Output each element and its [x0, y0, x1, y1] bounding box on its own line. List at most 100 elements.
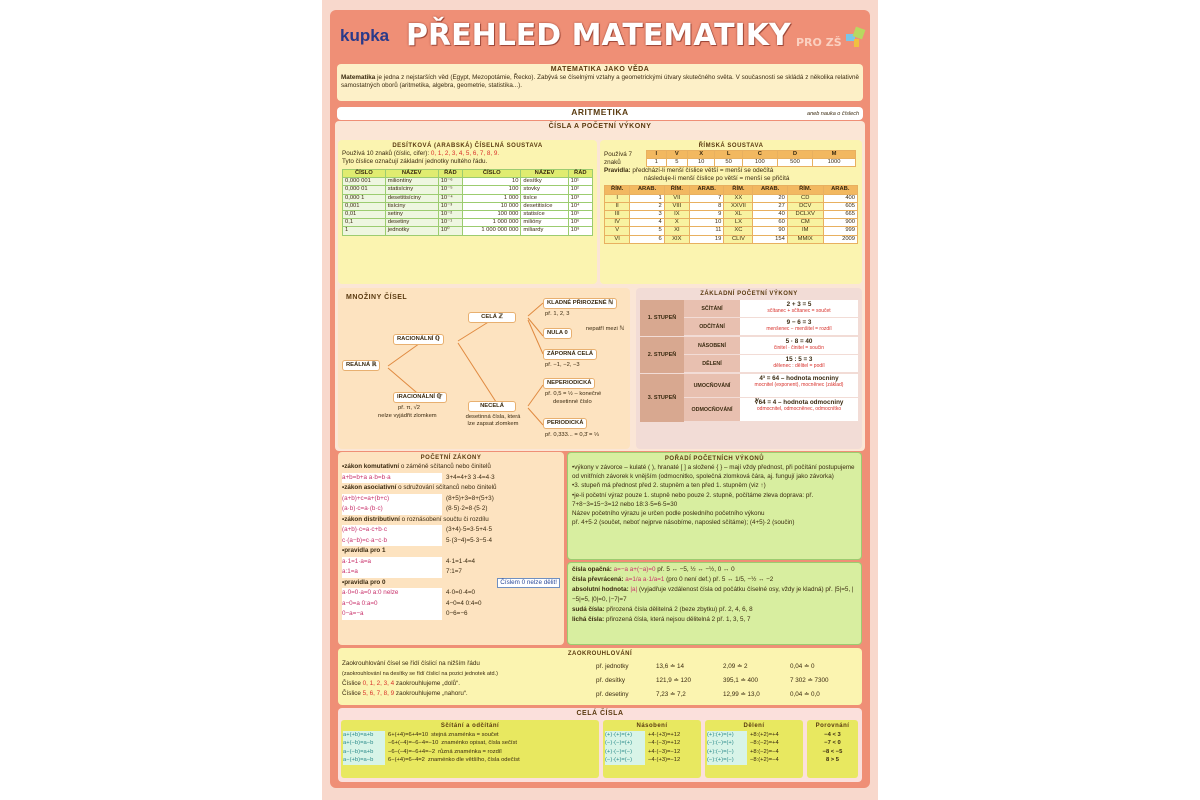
compare-example: −8 < −5	[822, 748, 843, 755]
table-cell: 19	[689, 234, 725, 244]
table-cell: 90	[752, 226, 788, 236]
law-text: 7:1=7	[446, 568, 462, 575]
table-cell: 20	[752, 193, 788, 203]
table-header: ŘÍM.	[723, 185, 754, 195]
roman-value: 100	[741, 158, 778, 168]
law-formula: (a+b)·c=a·c+b·c	[342, 525, 442, 536]
law-line: (a+b)+c=a+(b+c) (8+5)+3=8+(5+3)	[342, 493, 560, 504]
law-text: 3+4=4+3 3·4=4·3	[446, 473, 495, 481]
ops-example-cell: 15 : 5 = 3 dělenec : dělitel = podíl	[740, 355, 858, 372]
integer-example: −4·(−3)=+12	[648, 740, 681, 746]
rounding-example: 7,23 ≐ 7,2	[656, 691, 686, 698]
ops-row: DĚLENÍ 15 : 5 = 3 dělenec : dělitel = podí…	[684, 355, 858, 372]
rounding-example: 7 302 ≐ 7300	[790, 677, 829, 684]
table-cell: miliardy	[520, 226, 569, 236]
law-text: o roznásobení součtu či rozdílu	[399, 515, 489, 523]
ops-example: 4³ = 64 – hodnota mocniny	[759, 375, 839, 382]
table-cell: XIX	[663, 234, 691, 244]
ops-name: UMOCŇOVÁNÍ	[684, 374, 740, 397]
ops-example-cell: 4³ = 64 – hodnota mocniny mocnitel (expon…	[740, 374, 858, 397]
rounding-example: 13,6 ≐ 14	[656, 663, 685, 670]
table-cell: desetitisíciny	[384, 193, 439, 203]
integer-rule-row: (+)·(+)=(+) +4·(+3)=+12	[605, 730, 699, 739]
number-term: lichá čísla:	[572, 616, 605, 623]
order-item: •výkony v závorce – kulaté ( ), hranaté …	[572, 464, 855, 481]
table-cell: milióny	[520, 218, 569, 228]
set-irr-example: př. π, √2	[398, 405, 421, 411]
table-cell: X	[663, 218, 691, 228]
table-cell: 0,01	[342, 210, 386, 220]
intro-text: je jedna z nejstarších věd (Egypt, Mezop…	[341, 74, 859, 89]
number-formula: |a|	[628, 586, 638, 593]
set-nonper-example: př. 0,5 = ½ – konečné	[545, 391, 602, 397]
ops-row: ODMOCŇOVÁNÍ ∛64 = 4 – hodnota odmocniny od…	[684, 398, 858, 421]
order-item: •je-li početní výraz pouze 1. stupně neb…	[572, 491, 814, 508]
table-cell: MMIX	[786, 234, 824, 244]
table-cell: 10 000	[462, 201, 522, 212]
aritmetika-bar: ARITMETIKA aneb nauka o číslech	[337, 107, 863, 120]
math-poster: kupka PŘEHLED MATEMATIKY PRO ZŠ MATEMATI…	[322, 0, 878, 800]
table-cell: VI	[603, 234, 631, 244]
roman-value: 5	[665, 158, 688, 168]
integer-example: 6+(+4)=6+4=10	[388, 731, 429, 738]
rounding-label: př. desetiny	[596, 691, 629, 698]
table-header: ARAB.	[752, 185, 788, 195]
table-cell: IV	[603, 218, 631, 228]
table-cell: 4	[629, 218, 665, 228]
law-line: 0−a=−a 0−6=−6	[342, 609, 560, 620]
table-cell: 8	[689, 201, 725, 212]
law-text: (8·5)·2=8·(5·2)	[446, 505, 488, 512]
integer-rule: (+):(+)=(+)	[707, 730, 747, 739]
roman-symbol: C	[741, 149, 778, 160]
number-item: lichá čísla: přirozená čísla, která nejs…	[572, 615, 857, 625]
table-cell: 999	[822, 226, 859, 236]
integer-rule: (−)·(−)=(+)	[605, 739, 645, 748]
add-title: Sčítání a odčítání	[440, 723, 500, 729]
table-cell: 10⁻²	[437, 210, 464, 220]
ops-group: 3. STUPEŇ UMOCŇOVÁNÍ 4³ = 64 – hodnota moc…	[640, 374, 858, 422]
table-cell: 0,000 001	[342, 177, 386, 187]
ops-group: 2. STUPEŇ NÁSOBENÍ 5 · 8 = 40 činitel · čin…	[640, 337, 858, 373]
table-cell: XX	[723, 193, 754, 203]
law-line: •zákon komutativní o záměně sčítanců neb…	[342, 462, 560, 473]
set-nonper-note: desetinné číslo	[553, 399, 592, 405]
number-term: sudá čísla:	[572, 606, 605, 613]
table-cell: desetitisíce	[520, 201, 569, 212]
table-cell: 60	[752, 218, 788, 228]
table-cell: 10	[462, 177, 522, 187]
decimal-title: DESÍTKOVÁ (ARABSKÁ) ČÍSELNÁ SOUSTAVA	[392, 143, 543, 149]
order-item: Název početního výrazu je určen podle po…	[572, 510, 765, 518]
order-box: POŘADÍ POČETNÍCH VÝKONŮ •výkony v závorc…	[567, 452, 862, 560]
table-cell: 27	[752, 201, 788, 212]
table-cell: XL	[723, 210, 754, 220]
table-cell: 100	[462, 185, 522, 195]
table-header: ARAB.	[822, 185, 859, 195]
table-cell: IX	[663, 210, 691, 220]
roman-table: ŘÍM. ARAB. ŘÍM. ARAB. ŘÍM. ARAB. ŘÍM. ARAB. I 1 VI…	[603, 185, 859, 244]
table-cell: 10⁻⁶	[437, 177, 464, 187]
roman-rule1: předchází-li menší číslice větší = menší…	[632, 167, 774, 175]
ops-terms: sčítanec + sčítanec = součet	[767, 308, 831, 314]
numbers-box: čísla opačná: a=−a a+(−a)=0 př. 5 ↔ −5, …	[567, 562, 862, 645]
order-item: •3. stupeň má přednost před 2. stupněm a…	[572, 482, 766, 490]
rounding-example: 0,04 ≐ 0	[790, 663, 815, 670]
table-cell: 10⁴	[567, 201, 594, 212]
roman-symbol: X	[686, 149, 716, 160]
table-row: 0,000 001 miliontiny 10⁻⁶ 10 desítky 10¹	[342, 177, 594, 187]
rounding-example: 0,04 ≐ 0,0	[790, 691, 820, 698]
law-formula: (a+b)+c=a+(b+c)	[342, 493, 442, 504]
table-header: ŘÍM.	[603, 185, 631, 195]
set-neg-example: př. −1, −2, −3	[545, 362, 580, 368]
law-text: 0−6=−6	[446, 610, 468, 617]
law-note: Číslem 0 nelze dělit!	[497, 577, 560, 588]
poster-subtitle: PRO ZŠ	[796, 36, 842, 49]
table-cell: III	[603, 210, 631, 220]
roman-rule-label: Pravidla:	[604, 167, 631, 175]
ops-rows: SČÍTÁNÍ 2 + 3 = 5 sčítanec + sčítanec = so…	[684, 300, 858, 336]
table-cell: 7	[689, 193, 725, 203]
table-cell: 1	[342, 226, 386, 236]
table-cell: 10⁶	[567, 218, 594, 228]
law-name: •zákon distributivní	[342, 515, 400, 523]
table-cell: 400	[822, 193, 859, 203]
roman-value: 500	[776, 158, 814, 168]
